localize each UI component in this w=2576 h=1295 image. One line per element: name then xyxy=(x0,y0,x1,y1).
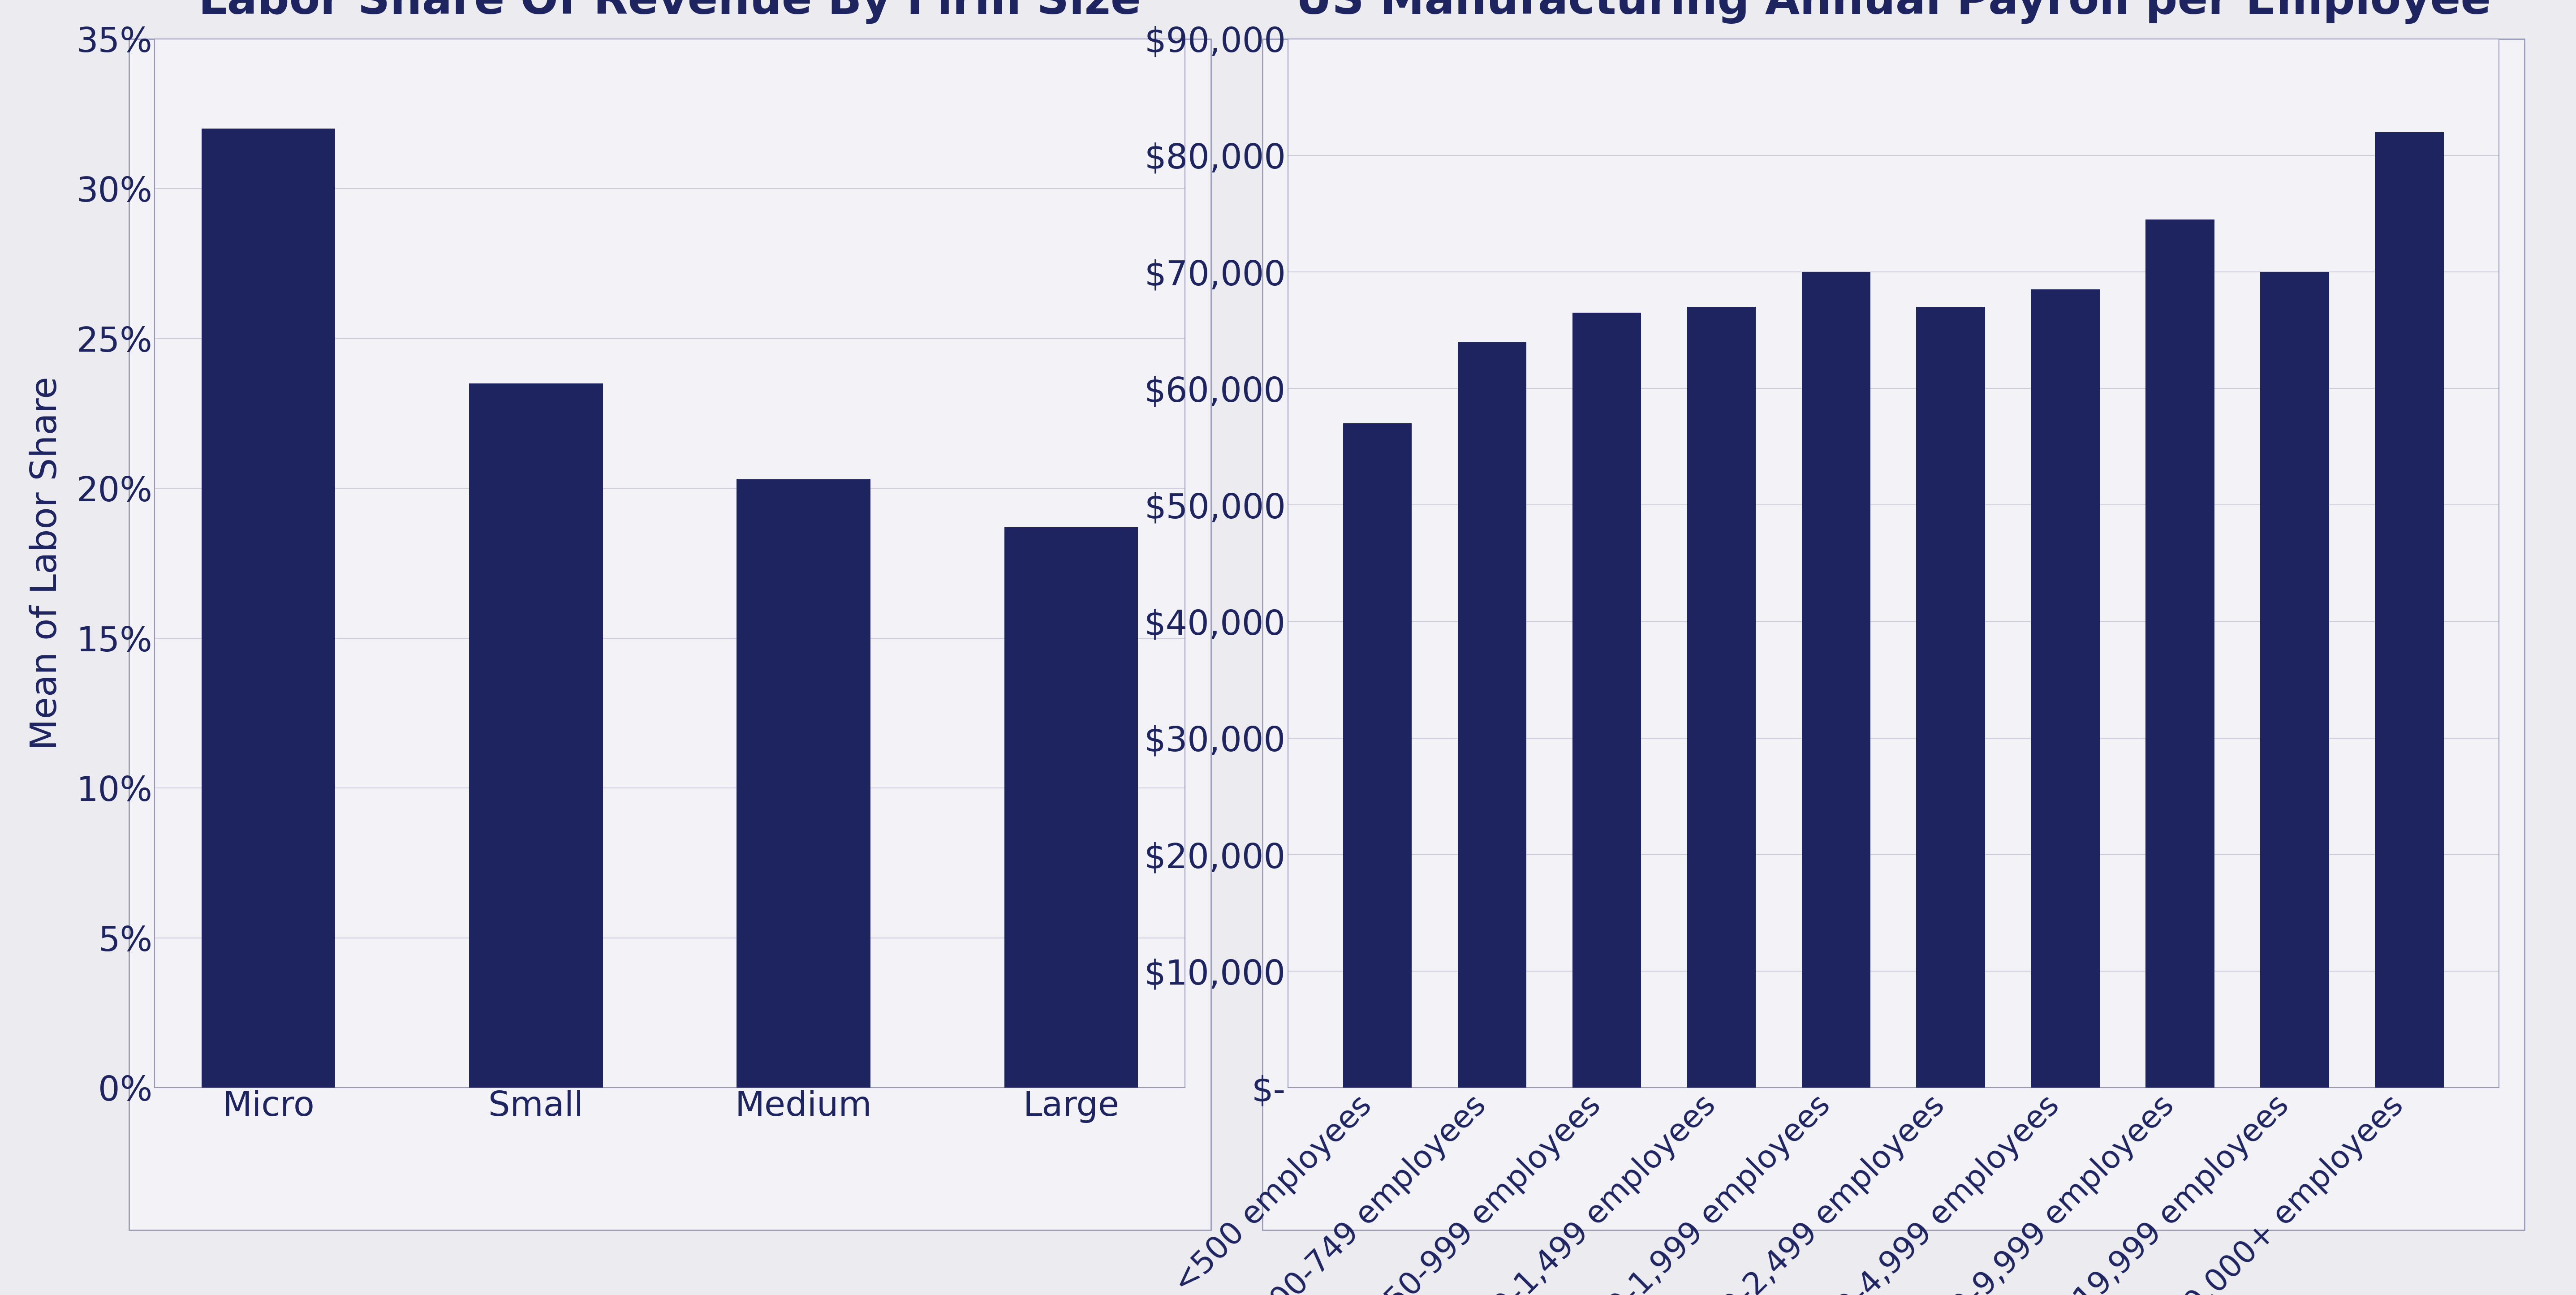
Bar xyxy=(2259,272,2329,1088)
Bar xyxy=(1342,423,1412,1088)
Bar xyxy=(1005,527,1139,1088)
Bar xyxy=(1458,342,1528,1088)
Bar xyxy=(1801,272,1870,1088)
Y-axis label: Mean of Labor Share: Mean of Labor Share xyxy=(28,377,64,750)
Bar xyxy=(1687,307,1757,1088)
Bar xyxy=(2146,219,2215,1088)
Title: US Manufacturing Annual Payroll per Employee: US Manufacturing Annual Payroll per Empl… xyxy=(1296,0,2491,23)
Bar xyxy=(201,128,335,1088)
Bar xyxy=(2375,132,2445,1088)
Bar xyxy=(1917,307,1986,1088)
Bar xyxy=(1571,312,1641,1088)
Bar xyxy=(2030,289,2099,1088)
Title: Labor Share Of Revenue By Firm Size: Labor Share Of Revenue By Firm Size xyxy=(198,0,1141,23)
Bar xyxy=(737,479,871,1088)
Bar xyxy=(469,383,603,1088)
